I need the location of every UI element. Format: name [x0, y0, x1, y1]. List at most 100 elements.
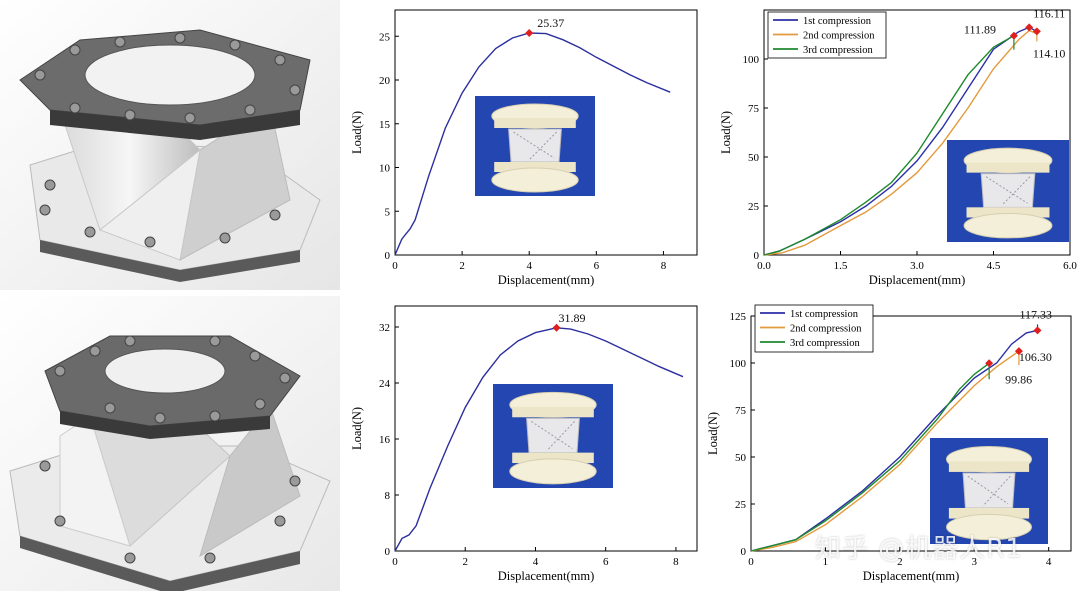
c4-x-tick-label: 1: [823, 556, 829, 568]
c2-y-tick-label: 25: [748, 201, 760, 213]
c3-specimen-photo-top-ring: [512, 406, 594, 418]
c4-y-tick-label: 125: [730, 311, 747, 323]
c2-specimen-photo-bottom-cap: [963, 212, 1053, 239]
chart-top-single-compression: 0 2 4 6 8 0 5 10 15 20 25 Displacement(mm) Load(N) 25…: [345, 0, 705, 295]
c4-legend-label-3: 3rd compression: [790, 338, 860, 349]
c2-series-line-3: [763, 35, 1015, 256]
c1-x-tick-label: 6: [594, 260, 600, 272]
c4-specimen-photo: [930, 438, 1048, 544]
c3-specimen-photo: [493, 384, 613, 488]
c2-y-tick-label: 0: [754, 250, 760, 262]
c1-y-tick-label: 10: [379, 163, 391, 175]
c3-x-tick-label: 4: [533, 556, 539, 568]
c1-specimen-photo-top-ring: [494, 118, 576, 128]
chart-c4-svg: 0 1 2 3 4 0 25 50 75 100 125 Displacement(mm) Load(N…: [706, 304, 1072, 583]
c3-y-tick-label: 32: [379, 322, 390, 334]
c2-legend-label-1: 1st compression: [803, 16, 872, 27]
c4-y-tick-label: 100: [730, 358, 747, 370]
c3-specimen-photo-bottom-cap: [509, 458, 597, 485]
c2-peak-marker: [1032, 27, 1041, 36]
c4-x-tick-label: 2: [897, 556, 903, 568]
c4-legend-label-2: 2nd compression: [790, 324, 862, 335]
c4-specimen-photo-bottom-cap: [946, 513, 1032, 541]
c2-series-line-2: [763, 29, 1038, 256]
c1-specimen-photo: [475, 96, 595, 196]
c2-specimen-photo-bottom-ring: [966, 207, 1050, 218]
c2-peak-marker: [1025, 23, 1034, 32]
c1-series-line-1: [394, 32, 671, 256]
chart-c1-svg: 0 2 4 6 8 0 5 10 15 20 25 Displacement(mm) Load(N) 25…: [350, 9, 698, 287]
c2-specimen-photo-fold-1: [985, 176, 1028, 204]
c2-y-tick-label: 50: [748, 152, 760, 164]
c2-peak-label: 111.89: [964, 23, 996, 37]
c4-peak-marker: [985, 359, 994, 368]
c1-y-tick-label: 20: [379, 75, 391, 87]
c1-specimen-photo-bottom-ring: [494, 162, 576, 172]
c3-x-axis-label: Displacement(mm): [498, 569, 595, 583]
c2-specimen-photo-fold-2: [1001, 176, 1031, 206]
c4-specimen-photo-top-ring: [948, 461, 1030, 472]
chart-c2-svg: 0.0 1.5 3.0 4.5 6.0 0 25 50 75 100 Displacement(mm…: [719, 6, 1077, 287]
c4-y-axis-label: Load(N): [706, 412, 720, 455]
c4-x-axis-label: Displacement(mm): [863, 569, 960, 583]
c4-peak-label: 117.33: [1020, 307, 1053, 321]
c3-y-tick-label: 24: [379, 378, 391, 390]
chart-bottom-repeated-compression: 0 1 2 3 4 0 25 50 75 100 125 Displacement(mm) Load(N…: [705, 296, 1080, 591]
c3-plot-frame: [394, 305, 698, 552]
c2-x-tick-label: 3.0: [910, 260, 924, 272]
c1-specimen-photo-fold-1: [513, 131, 555, 159]
c2-peak-label: 114.10: [1033, 46, 1066, 60]
c1-x-tick-label: 0: [392, 260, 398, 272]
c1-y-tick-label: 5: [385, 206, 391, 218]
render-top-structure: [0, 0, 340, 290]
c1-peak-label: 25.37: [537, 16, 564, 30]
c2-y-tick-label: 100: [743, 54, 760, 66]
c4-specimen-photo-fold-1: [967, 475, 1009, 505]
c4-series-line-2: [750, 350, 1020, 552]
chart-c3-svg: 0 2 4 6 808162432Displacement(mm)Load(N)31.8…: [350, 305, 698, 583]
watermark: 知乎 @机器人R1: [815, 534, 1023, 564]
c3-y-tick-label: 16: [379, 434, 391, 446]
c1-x-axis-label: Displacement(mm): [498, 273, 595, 287]
c4-legend-label-1: 1st compression: [790, 309, 859, 320]
c4-x-tick-label: 0: [748, 556, 754, 568]
c1-specimen-photo-bottom-cap: [491, 167, 579, 193]
c2-x-tick-label: 4.5: [987, 260, 1001, 272]
c2-x-tick-label: 1.5: [834, 260, 848, 272]
c2-specimen-photo-top-ring: [966, 162, 1050, 173]
c3-x-tick-label: 0: [392, 556, 398, 568]
c4-specimen-photo-fold-2: [982, 475, 1011, 507]
c2-y-axis-label: Load(N): [719, 111, 733, 154]
c4-peak-marker: [1014, 347, 1023, 356]
chart-top-repeated-compression: 0.0 1.5 3.0 4.5 6.0 0 25 50 75 100 Displacement(mm…: [712, 0, 1080, 295]
c4-peak-marker: [1033, 326, 1042, 335]
c1-x-tick-label: 2: [459, 260, 465, 272]
c3-x-tick-label: 6: [603, 556, 609, 568]
c2-y-tick-label: 75: [748, 103, 760, 115]
c4-peak-label: 99.86: [1005, 372, 1032, 386]
c1-plot-frame: [394, 9, 698, 256]
c1-y-tick-label: 0: [385, 250, 391, 262]
c2-peak-label: 116.11: [1033, 6, 1065, 20]
c3-y-tick-label: 8: [385, 490, 391, 502]
render-bottom-structure: [0, 296, 340, 594]
c4-plot-frame: [750, 315, 1072, 552]
c4-x-tick-label: 4: [1046, 556, 1052, 568]
c2-x-tick-label: 0.0: [757, 260, 771, 272]
c3-specimen-photo-bottom-ring: [512, 452, 594, 464]
c3-specimen-photo-fold-1: [531, 421, 573, 449]
c3-x-tick-label: 2: [462, 556, 468, 568]
c4-x-tick-label: 3: [972, 556, 978, 568]
c4-y-tick-label: 0: [741, 546, 747, 558]
c3-peak-marker: [552, 323, 561, 332]
c1-specimen-photo-fold-2: [528, 131, 557, 161]
c1-y-tick-label: 25: [379, 31, 391, 43]
c3-peak-label: 31.89: [559, 311, 586, 325]
c3-y-axis-label: Load(N): [350, 407, 364, 450]
chart-bottom-single-compression: 0 2 4 6 8 0 8 16 24 32 Displacement(mm) Load(N) 31.8…: [345, 296, 705, 591]
c2-peak-marker: [1009, 31, 1018, 40]
c1-x-tick-label: 8: [661, 260, 667, 272]
c1-y-axis-label: Load(N): [350, 111, 364, 154]
c4-peak-label: 106.30: [1019, 350, 1052, 364]
c2-x-axis-label: Displacement(mm): [869, 273, 966, 287]
